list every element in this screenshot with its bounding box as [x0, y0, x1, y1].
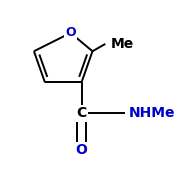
Text: O: O — [76, 143, 88, 157]
Text: C: C — [76, 107, 87, 120]
Text: NHMe: NHMe — [129, 107, 176, 120]
Text: O: O — [65, 26, 76, 40]
Text: Me: Me — [111, 37, 134, 51]
